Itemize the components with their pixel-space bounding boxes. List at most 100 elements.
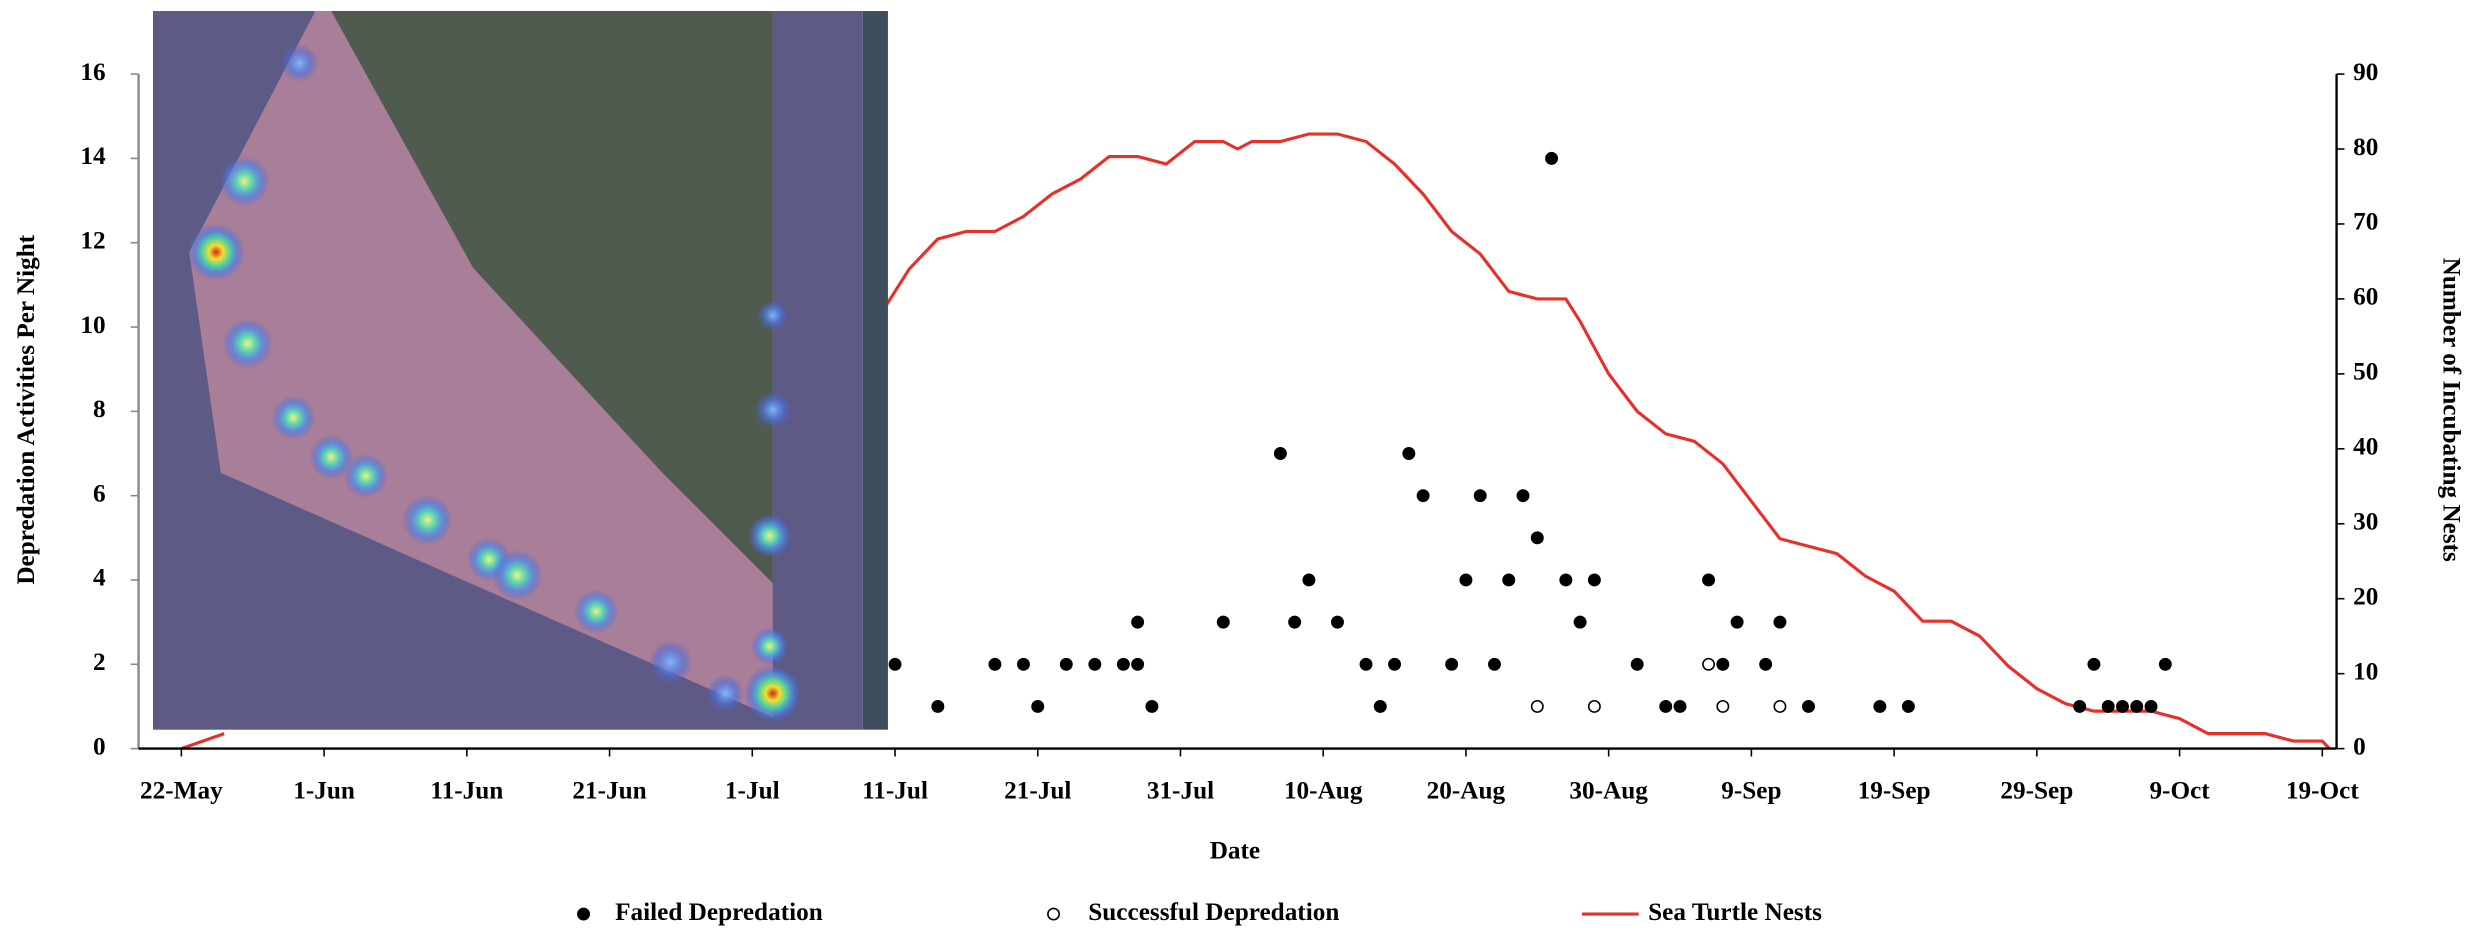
- point: [989, 659, 1000, 670]
- heat-spot: [648, 640, 692, 684]
- y-tick-label: 6: [93, 480, 106, 507]
- point: [1275, 448, 1286, 459]
- heat-spot: [757, 299, 789, 331]
- x-tick-label: 1-Jul: [725, 778, 780, 805]
- y-tick-label: 14: [80, 143, 106, 170]
- point: [1903, 701, 1914, 712]
- x-tick-label: 21-Jun: [572, 778, 646, 805]
- point: [932, 701, 943, 712]
- y2-tick-label: 0: [2353, 733, 2366, 760]
- y-tick-label: 2: [93, 649, 106, 676]
- x-tick-label: 19-Oct: [2286, 778, 2359, 805]
- point: [1532, 532, 1543, 543]
- x-tick-label: 1-Jun: [293, 778, 355, 805]
- heat-spot: [574, 589, 618, 633]
- y-tick-label: 16: [80, 59, 105, 86]
- point: [1703, 574, 1714, 585]
- point: [2117, 701, 2128, 712]
- heat-spot: [707, 675, 745, 713]
- x-tick-label: 9-Oct: [2149, 778, 2210, 805]
- point: [1660, 701, 1671, 712]
- point: [1360, 659, 1371, 670]
- y-tick-label: 4: [93, 565, 106, 592]
- point: [1717, 701, 1728, 712]
- point: [2160, 659, 2171, 670]
- point: [1089, 659, 1100, 670]
- point: [1218, 616, 1229, 627]
- heat-spot: [748, 514, 792, 558]
- x-tick-label: 11-Jun: [430, 778, 503, 805]
- point: [1332, 616, 1343, 627]
- y2-tick-label: 20: [2353, 583, 2378, 610]
- point: [1475, 490, 1486, 501]
- x-tick-label: 30-Aug: [1569, 778, 1648, 805]
- point: [2103, 701, 2114, 712]
- point: [1589, 701, 1600, 712]
- heat-spot: [222, 318, 272, 368]
- heat-spot: [281, 44, 319, 82]
- legend-label: Failed Depredation: [615, 899, 823, 926]
- point: [1489, 659, 1500, 670]
- y-tick-label: 12: [80, 227, 105, 254]
- legend-marker: [578, 908, 589, 919]
- x-tick-label: 20-Aug: [1427, 778, 1506, 805]
- point: [1289, 616, 1300, 627]
- point: [1874, 701, 1885, 712]
- point: [1118, 659, 1129, 670]
- point: [889, 659, 900, 670]
- heat-spot: [751, 627, 789, 665]
- x-tick-label: 29-Sep: [2000, 778, 2073, 805]
- y2-tick-label: 10: [2353, 658, 2378, 685]
- point: [1632, 659, 1643, 670]
- point: [1417, 490, 1428, 501]
- point: [1774, 616, 1785, 627]
- point: [1674, 701, 1685, 712]
- point: [2074, 701, 2085, 712]
- point: [1560, 574, 1571, 585]
- point: [1403, 448, 1414, 459]
- y2-tick-label: 70: [2353, 209, 2378, 236]
- y-tick-label: 10: [80, 312, 105, 339]
- point: [1703, 659, 1714, 670]
- point: [2088, 659, 2099, 670]
- y-axis-label: Depredation Activities Per Night: [13, 234, 40, 584]
- point: [1760, 659, 1771, 670]
- point: [1717, 659, 1728, 670]
- point: [1517, 490, 1528, 501]
- legend-marker: [1048, 908, 1059, 919]
- map-edge: [863, 11, 888, 730]
- point: [1018, 659, 1029, 670]
- heat-spot: [271, 396, 315, 440]
- point: [1503, 574, 1514, 585]
- point: [1731, 616, 1742, 627]
- point: [1774, 701, 1785, 712]
- heat-spot: [219, 156, 269, 206]
- point: [1460, 574, 1471, 585]
- legend-label: Sea Turtle Nests: [1648, 899, 1822, 926]
- y-tick-label: 0: [93, 733, 106, 760]
- x-tick-label: 22-May: [140, 778, 223, 805]
- x-tick-label: 10-Aug: [1284, 778, 1363, 805]
- x-tick-label: 19-Sep: [1858, 778, 1931, 805]
- y-tick-label: 8: [93, 396, 106, 423]
- y2-tick-label: 30: [2353, 509, 2378, 536]
- point: [1574, 616, 1585, 627]
- y2-tick-label: 90: [2353, 59, 2378, 86]
- y2-tick-label: 50: [2353, 359, 2378, 386]
- point: [1132, 659, 1143, 670]
- heat-spot: [402, 495, 452, 545]
- heat-spot: [188, 224, 245, 281]
- point: [1132, 616, 1143, 627]
- heat-spot: [344, 454, 388, 498]
- y2-tick-label: 40: [2353, 434, 2378, 461]
- point: [1389, 659, 1400, 670]
- page: Depredation Activities Per Night Number …: [0, 0, 2473, 933]
- x-tick-label: 21-Jul: [1004, 778, 1071, 805]
- x-tick-label: 9-Sep: [1721, 778, 1781, 805]
- point: [2145, 701, 2156, 712]
- point: [1803, 701, 1814, 712]
- point: [1061, 659, 1072, 670]
- y2-tick-label: 80: [2353, 134, 2378, 161]
- x-axis-label: Date: [1210, 837, 1260, 864]
- point: [1532, 701, 1543, 712]
